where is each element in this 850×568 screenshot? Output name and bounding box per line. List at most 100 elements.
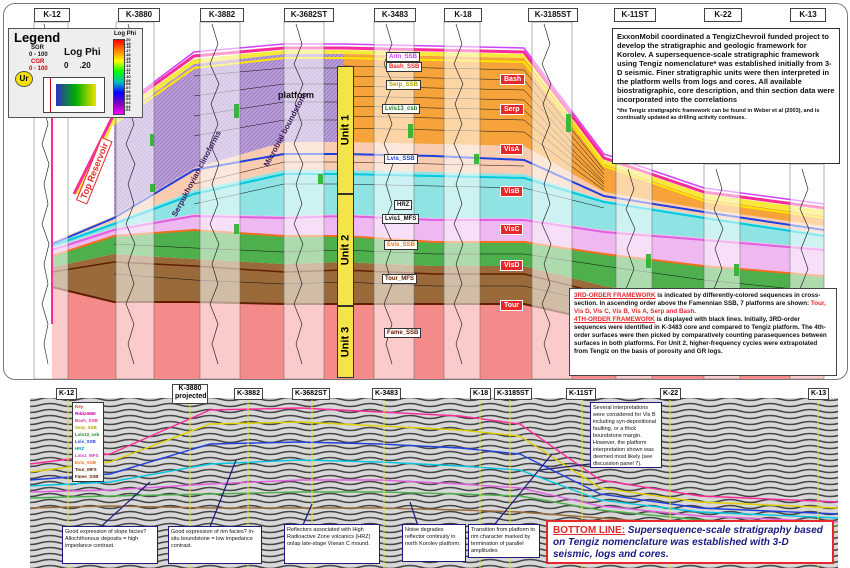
well-label: K-3483 bbox=[374, 8, 416, 22]
unit-1-box: Unit 1 bbox=[337, 66, 354, 194]
slope-facies-caption: Good expression of slope facies? Allocht… bbox=[62, 526, 158, 564]
surface-tag: Evis_SSB bbox=[384, 240, 419, 250]
seismic-well-label: K-13 bbox=[808, 388, 830, 400]
unit-3-box: Unit 3 bbox=[337, 306, 354, 378]
seismic-well-label: K-3682ST bbox=[292, 388, 330, 400]
surface-tag: Artn_SSB bbox=[386, 52, 421, 62]
visB-tag: VisB bbox=[500, 186, 524, 197]
seismic-well-label: K-11ST bbox=[566, 388, 596, 400]
key-item: Evis_SSB bbox=[75, 460, 97, 465]
sgr-label: SGR bbox=[31, 45, 45, 51]
visA-tag: VisA bbox=[500, 144, 524, 155]
well-label: K-3185ST bbox=[528, 8, 578, 22]
well-label: K-18 bbox=[444, 8, 482, 22]
key-item: HRZ bbox=[75, 446, 85, 451]
fourth-order-heading: 4TH-ORDER FRAMEWORK bbox=[574, 316, 655, 323]
tour-tag: Tour bbox=[500, 300, 524, 311]
well-label: K-11ST bbox=[614, 8, 656, 22]
scale-tick-label: .06 bbox=[125, 88, 131, 94]
key-item: Tour_MFS bbox=[75, 467, 97, 472]
seismic-well-label: K-12 bbox=[56, 388, 78, 400]
key-item: Artn_SSB bbox=[75, 411, 97, 416]
legend: Legend SGR 0 - 100 CGR 0 - 100 Ur Log Ph… bbox=[8, 28, 143, 118]
visC-layer bbox=[52, 214, 824, 276]
scale-tick-label: .05 bbox=[125, 92, 131, 98]
seismic-well-label: K-3880 projected bbox=[172, 384, 208, 404]
scale-tick-label: .11 bbox=[125, 70, 131, 76]
rim-facies-caption: Good expression of rim facies? In-situ b… bbox=[168, 526, 262, 564]
project-footnote: *the Tengiz stratigraphic framework can … bbox=[617, 108, 820, 121]
scale-tick-label: .15 bbox=[125, 55, 131, 61]
fourth-order-text: is displayed with black lines. Initially… bbox=[574, 316, 827, 355]
key-item: Lvis13_csb bbox=[75, 432, 100, 437]
visA-layer bbox=[52, 142, 824, 244]
surface-tag: Tour_MFS bbox=[382, 274, 417, 284]
porosity-fills bbox=[150, 104, 739, 276]
third-order-heading: 3RD-ORDER FRAMEWORK bbox=[574, 292, 656, 299]
ur-badge: Ur bbox=[15, 71, 33, 87]
project-description-box: ExxonMobil coordinated a TengizChevroil … bbox=[612, 28, 840, 164]
well-label: K-3682ST bbox=[284, 8, 334, 22]
sgr-range: 0 - 100 bbox=[29, 52, 48, 58]
key-item: Fame_SSB bbox=[75, 474, 99, 479]
bottom-line-label: BOTTOM LINE: bbox=[553, 525, 626, 536]
key-item: Serp_SSB bbox=[75, 425, 97, 430]
noise-caption: Noise degrades reflector continuity in n… bbox=[402, 524, 466, 562]
well-label: K-3882 bbox=[200, 8, 244, 22]
visC-tag: VisC bbox=[500, 224, 524, 235]
well-label: K-13 bbox=[790, 8, 826, 22]
scale-tick-label: .07 bbox=[125, 85, 131, 91]
cross-section-panel: K-12 K-3880 K-3882 K-3682ST K-3483 K-18 … bbox=[3, 3, 848, 380]
unit-2-box: Unit 2 bbox=[337, 194, 354, 306]
legend-title: Legend bbox=[14, 30, 61, 45]
scale-title: Log Phi bbox=[114, 31, 136, 37]
surface-tag: Lvis13_csb bbox=[382, 104, 421, 114]
transition-caption: Transition from platform to rim characte… bbox=[468, 524, 540, 558]
scale-tick-label: .20 bbox=[125, 37, 131, 42]
scale-tick-label: .08 bbox=[125, 81, 131, 87]
key-horizons-box: Key Horizons Artn_SSB Bash_SSB Serp_SSB … bbox=[72, 402, 104, 482]
scale-tick-label: .01 bbox=[125, 107, 131, 113]
key-item: Bash_SSB bbox=[75, 418, 98, 423]
scale-tick-label: .12 bbox=[125, 66, 131, 72]
third-order-text: is indicated by differently-colored sequ… bbox=[574, 292, 821, 307]
seismic-well-label: K-3882 bbox=[234, 388, 263, 400]
scale-tick-label: .19 bbox=[125, 40, 131, 46]
visD-tag: VisD bbox=[500, 260, 524, 271]
scale-tick-label: .18 bbox=[125, 44, 131, 50]
seismic-well-label: K-3483 bbox=[372, 388, 401, 400]
scale-tick-label: .09 bbox=[125, 77, 131, 83]
surface-tag: Lvis_SSB bbox=[384, 154, 418, 164]
key-item: Lvis1_MFS bbox=[75, 453, 99, 458]
seismic-well-label: K-22 bbox=[660, 388, 682, 400]
seismic-well-label: K-18 bbox=[470, 388, 492, 400]
scale-tick-label: .02 bbox=[125, 103, 131, 109]
well-label: K-12 bbox=[34, 8, 70, 22]
cgr-label: CGR bbox=[31, 59, 45, 65]
bottom-line-text: Supersequence-scale stratigraphy based o… bbox=[553, 525, 823, 560]
surface-tag: Lvis1_MFS bbox=[382, 214, 420, 224]
scale-tick-label: .03 bbox=[125, 99, 131, 105]
surface-tag: Serp_SSB bbox=[386, 80, 422, 90]
hrz-caption: Reflectors associated with High Radioact… bbox=[284, 524, 380, 564]
seismic-horizons bbox=[29, 407, 839, 533]
legend-phi-track bbox=[43, 77, 105, 113]
surface-tag: HRZ bbox=[394, 200, 413, 210]
scale-tick-label: .16 bbox=[125, 51, 131, 57]
phi-color-scale bbox=[113, 39, 125, 115]
project-description-text: ExxonMobil coordinated a TengizChevroil … bbox=[617, 32, 835, 104]
scale-tick-label: .17 bbox=[125, 48, 131, 54]
bash-tag: Bash bbox=[500, 74, 526, 85]
well-label: K-3880 bbox=[118, 8, 160, 22]
seismic-well-label: K-3185ST bbox=[494, 388, 532, 400]
scale-tick-label: .10 bbox=[125, 74, 131, 80]
platform-label: platform bbox=[278, 90, 314, 100]
framework-description-box: 3RD-ORDER FRAMEWORK is indicated by diff… bbox=[569, 288, 837, 376]
phi-range: 0 .20 bbox=[64, 61, 91, 70]
key-item: Lvis_SSB bbox=[75, 439, 96, 444]
bottom-line-box: BOTTOM LINE: Supersequence-scale stratig… bbox=[546, 520, 834, 564]
visB-interpretation-caption: Several interpretations were considered … bbox=[590, 402, 662, 468]
visD-layer bbox=[52, 230, 824, 319]
scale-tick-label: .14 bbox=[125, 59, 131, 65]
surface-tag: Bash_SSB bbox=[386, 62, 423, 72]
